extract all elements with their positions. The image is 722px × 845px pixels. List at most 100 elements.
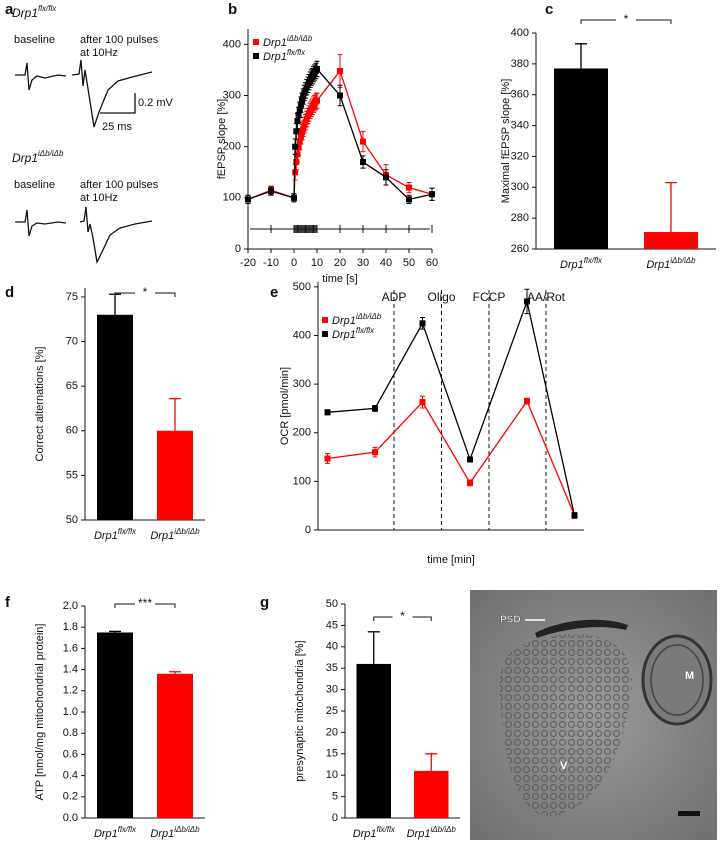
error-bar <box>367 631 380 664</box>
y-tick-label: 50 <box>66 514 78 526</box>
point <box>295 111 302 118</box>
y-tick-label: 300 <box>511 181 529 193</box>
y-tick-label: 300 <box>223 89 241 101</box>
error-bar <box>109 630 121 633</box>
y-tick-label: 1.8 <box>63 621 78 633</box>
micrograph-label: M <box>685 670 694 682</box>
genotype-sup: iΔb/iΔb <box>670 256 696 265</box>
point <box>293 128 300 135</box>
y-axis-label: Maximal fEPSP slope [%] <box>500 79 512 204</box>
scale-bar <box>678 811 700 816</box>
y-tick-label: 400 <box>293 329 311 341</box>
y-tick-label: 320 <box>511 150 529 162</box>
point <box>467 479 473 486</box>
point <box>360 159 366 166</box>
x-tick-label: 10 <box>311 257 323 269</box>
genotype: Drp1 <box>646 259 670 271</box>
point <box>419 320 426 327</box>
trace-label: at 10Hz <box>80 47 118 59</box>
genotype: Drp1 <box>263 51 287 63</box>
point <box>372 449 378 456</box>
genotype: Drp1 <box>150 828 174 840</box>
bar <box>356 663 391 818</box>
genotype-sup: iΔb/iΔb <box>430 825 456 834</box>
vesicle-cluster <box>499 634 632 817</box>
genotype-label: Drp1flx/flx <box>94 527 137 542</box>
point <box>291 194 297 201</box>
protocol-label: ADP <box>382 290 407 304</box>
trace <box>79 206 153 265</box>
y-tick-label: 0.4 <box>63 770 78 782</box>
genotype: Drp1 <box>12 6 38 20</box>
genotype: Drp1 <box>263 37 287 49</box>
significance: * <box>143 285 148 299</box>
genotype-label: Drp1flx/flx <box>12 4 57 20</box>
significance: *** <box>138 596 152 610</box>
genotype: Drp1 <box>94 530 118 542</box>
protocol-label: FCCP <box>473 290 506 304</box>
y-tick-label: 200 <box>293 427 311 439</box>
genotype: Drp1 <box>150 530 174 542</box>
y-tick-label: 35 <box>326 662 338 674</box>
genotype-sup: flx/flx <box>356 326 375 335</box>
series-line <box>327 299 576 516</box>
genotype-label: Drp1iΔb/iΔb <box>150 825 200 840</box>
genotype-sup: flx/flx <box>584 256 603 265</box>
genotype-label: Drp1flx/flx <box>263 48 306 63</box>
y-tick-label: 1.4 <box>63 664 78 676</box>
point <box>292 143 299 150</box>
point <box>406 184 412 191</box>
genotype-sup: iΔb/iΔb <box>356 312 382 321</box>
genotype: Drp1 <box>12 151 38 165</box>
y-tick-label: 5 <box>332 791 338 803</box>
y-tick-label: 1.6 <box>63 642 78 654</box>
y-tick-label: 500 <box>293 281 311 293</box>
y-tick-label: 75 <box>66 291 78 303</box>
y-tick-label: 0 <box>332 812 338 824</box>
point <box>296 138 303 145</box>
y-axis-label: ATP [nmol/mg mitochondrial protein] <box>34 624 46 801</box>
y-tick-label: 300 <box>293 378 311 390</box>
genotype-label: Drp1flx/flx <box>353 825 396 840</box>
y-tick-label: 280 <box>511 212 529 224</box>
genotype-label: Drp1iΔb/iΔb <box>646 256 696 271</box>
bar <box>644 232 698 249</box>
series-line <box>327 399 576 516</box>
micrograph-label: PSD <box>500 615 521 626</box>
x-tick-label: 50 <box>403 257 415 269</box>
point <box>299 129 306 136</box>
trace-label: baseline <box>14 34 55 46</box>
genotype-sup: flx/flx <box>38 4 57 13</box>
y-tick-label: 55 <box>66 469 78 481</box>
x-tick-label: -10 <box>263 257 279 269</box>
point <box>524 398 530 405</box>
point <box>245 196 251 203</box>
genotype-label: Drp1iΔb/iΔb <box>407 825 457 840</box>
y-tick-label: 45 <box>326 619 338 631</box>
psd <box>535 619 628 638</box>
point <box>324 409 331 416</box>
x-tick-label: 20 <box>334 257 346 269</box>
genotype-sup: flx/flx <box>118 825 137 834</box>
y-tick-label: 0 <box>305 524 311 536</box>
point <box>302 119 309 126</box>
genotype-label: Drp1iΔb/iΔb <box>12 149 64 165</box>
point <box>524 298 530 305</box>
genotype-sup: flx/flx <box>377 825 396 834</box>
legend-swatch <box>322 331 328 337</box>
significance-bracket <box>373 616 432 621</box>
x-tick-label: 60 <box>426 257 438 269</box>
trace <box>15 209 67 237</box>
genotype-label: Drp1iΔb/iΔb <box>263 34 313 49</box>
y-tick-label: 40 <box>326 641 338 653</box>
genotype-label: Drp1iΔb/iΔb <box>332 312 382 327</box>
genotype-label: Drp1flx/flx <box>94 825 137 840</box>
point <box>429 191 435 198</box>
y-axis-label: Correct alternations [%] <box>34 347 46 462</box>
x-tick-label: 30 <box>357 257 369 269</box>
panel-label: c <box>545 1 553 18</box>
y-tick-label: 10 <box>326 769 338 781</box>
scale-label: 0.2 mV <box>138 97 174 109</box>
point <box>324 455 331 462</box>
panel-label: e <box>270 284 278 301</box>
